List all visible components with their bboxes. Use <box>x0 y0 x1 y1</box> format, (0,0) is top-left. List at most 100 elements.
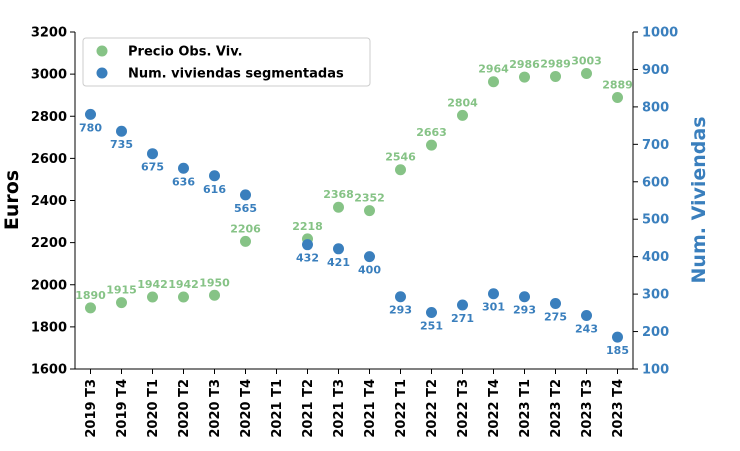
data-label: 675 <box>141 161 164 174</box>
x-tick-label: 2021 T4 <box>363 379 378 438</box>
data-label: 565 <box>234 202 257 215</box>
data-label: 293 <box>513 304 536 317</box>
data-point <box>240 235 251 247</box>
right-tick-label: 800 <box>642 100 669 115</box>
left-tick-label: 2400 <box>31 194 67 209</box>
y-axis-label-right: Num. Viviendas <box>688 117 710 284</box>
x-tick-label: 2022 T3 <box>456 379 471 438</box>
x-tick-label: 2023 T4 <box>611 379 626 438</box>
data-point <box>550 297 561 309</box>
x-tick-label: 2023 T3 <box>580 379 595 438</box>
x-tick-label: 2020 T3 <box>208 379 223 438</box>
right-axis: 100 200 300 400 500 600 700 800 900 1000 <box>633 26 678 378</box>
data-label: 1942 <box>168 278 199 291</box>
data-label: 2964 <box>478 63 509 76</box>
data-point <box>333 243 344 255</box>
data-label: 185 <box>606 344 629 357</box>
data-point <box>364 251 375 263</box>
data-label: 271 <box>451 312 474 325</box>
data-point <box>116 297 127 309</box>
data-point <box>581 309 592 321</box>
data-point <box>395 164 406 176</box>
legend: Precio Obs. Viv. Num. viviendas segmentad… <box>82 37 371 87</box>
right-tick-label: 900 <box>642 63 669 78</box>
series-viviendas: 780 735 675 636 616 565 432 421 400 293 251 271 301 2… <box>79 108 629 357</box>
data-point <box>364 205 375 217</box>
legend-marker <box>96 67 108 79</box>
x-tick-label: 2021 T3 <box>332 379 347 438</box>
right-tick-label: 500 <box>642 213 669 228</box>
left-axis: 1600 1800 2000 2200 2400 2600 2800 3000 3200 <box>31 26 75 378</box>
data-point <box>147 148 158 160</box>
x-tick-label: 2022 T2 <box>425 379 440 438</box>
data-label: 243 <box>575 322 598 335</box>
left-tick-label: 3200 <box>31 26 67 41</box>
data-label: 293 <box>389 304 412 317</box>
data-point <box>302 239 313 251</box>
left-tick-label: 3000 <box>31 68 67 83</box>
data-label: 735 <box>110 138 133 151</box>
data-point <box>85 302 96 314</box>
data-point <box>147 291 158 303</box>
data-label: 251 <box>420 319 443 332</box>
data-label: 2889 <box>602 79 633 92</box>
data-label: 1942 <box>137 278 168 291</box>
data-label: 2663 <box>416 126 447 139</box>
data-point <box>519 71 530 83</box>
data-label: 780 <box>79 121 102 134</box>
right-tick-label: 300 <box>642 288 669 303</box>
legend-box <box>82 37 371 87</box>
data-point <box>550 70 561 82</box>
right-tick-label: 600 <box>642 175 669 190</box>
x-tick-label: 2021 T2 <box>301 379 316 438</box>
data-label: 275 <box>544 310 567 323</box>
x-tick-label: 2023 T2 <box>549 379 564 438</box>
left-tick-label: 1800 <box>31 320 67 335</box>
data-point <box>519 291 530 303</box>
right-tick-label: 100 <box>642 363 669 378</box>
left-tick-label: 2600 <box>31 152 67 167</box>
right-tick-label: 400 <box>642 250 669 265</box>
data-label: 1890 <box>75 289 106 302</box>
data-label: 616 <box>203 183 226 196</box>
left-tick-label: 2800 <box>31 110 67 125</box>
data-point <box>240 189 251 201</box>
legend-entry: Precio Obs. Viv. <box>128 45 243 60</box>
data-point <box>209 170 220 182</box>
left-tick-label: 2000 <box>31 278 67 293</box>
data-label: 2218 <box>292 220 323 233</box>
data-point <box>178 162 189 174</box>
data-point <box>426 139 437 151</box>
data-point <box>85 108 96 120</box>
data-point <box>488 288 499 300</box>
data-point <box>488 76 499 88</box>
x-tick-label: 2020 T1 <box>146 379 161 438</box>
data-label: 2986 <box>509 58 540 71</box>
data-point <box>581 67 592 79</box>
data-point <box>333 201 344 213</box>
x-tick-label: 2023 T1 <box>518 379 533 438</box>
x-axis: 2019 T3 2019 T4 2020 T1 2020 T2 2020 T3 2020 … <box>84 369 626 438</box>
data-label: 432 <box>296 252 319 265</box>
data-label: 2368 <box>323 188 354 201</box>
data-point <box>116 125 127 137</box>
x-tick-label: 2020 T4 <box>239 379 254 438</box>
data-point <box>178 291 189 303</box>
data-point <box>395 291 406 303</box>
x-tick-label: 2022 T4 <box>487 379 502 438</box>
x-tick-label: 2019 T4 <box>115 379 130 438</box>
right-tick-label: 1000 <box>642 26 678 41</box>
data-label: 2546 <box>385 151 416 164</box>
legend-entry: Num. viviendas segmentadas <box>128 67 344 82</box>
right-tick-label: 700 <box>642 138 669 153</box>
right-tick-label: 200 <box>642 325 669 340</box>
x-tick-label: 2020 T2 <box>177 379 192 438</box>
data-label: 1915 <box>106 284 137 297</box>
y-axis-label-left: Euros <box>1 170 23 230</box>
data-label: 301 <box>482 301 505 314</box>
data-label: 1950 <box>199 276 230 289</box>
data-point <box>457 299 468 311</box>
